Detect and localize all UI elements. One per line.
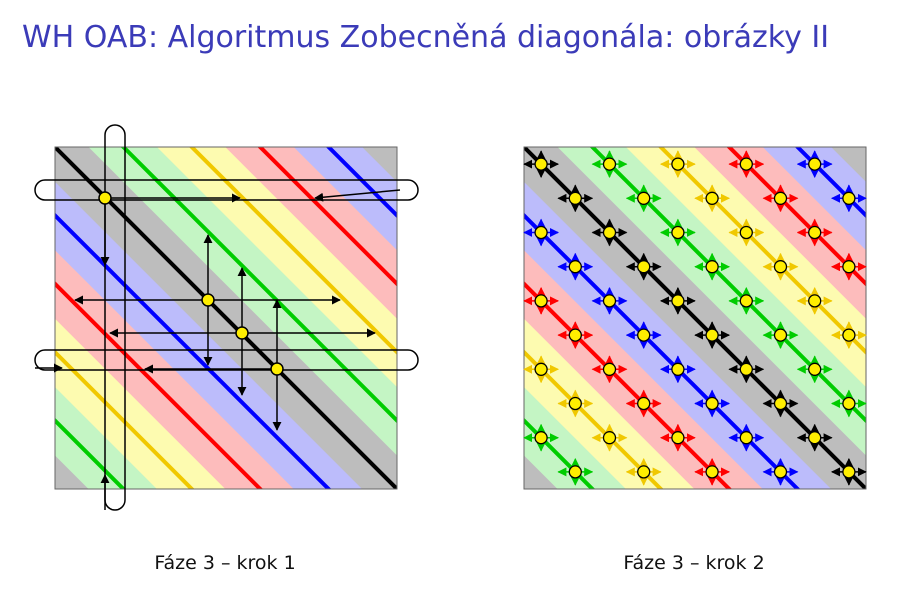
stripe-line	[524, 212, 801, 489]
node	[808, 362, 822, 376]
stripe-line	[589, 147, 866, 424]
node	[773, 191, 788, 205]
node	[568, 191, 582, 205]
node	[842, 465, 856, 479]
stripe-line	[55, 280, 264, 489]
stripe-line	[55, 212, 332, 489]
node	[842, 396, 856, 411]
node	[808, 431, 822, 445]
node	[671, 225, 685, 240]
node	[98, 191, 112, 205]
node	[705, 465, 719, 479]
node	[235, 326, 249, 340]
node	[739, 431, 753, 445]
node	[568, 328, 582, 342]
node	[534, 362, 548, 376]
node	[773, 396, 788, 411]
node	[808, 157, 822, 171]
node	[705, 191, 719, 205]
node	[773, 260, 788, 274]
node	[705, 328, 719, 342]
node	[568, 396, 582, 411]
node	[602, 294, 617, 308]
node	[671, 294, 685, 308]
node	[637, 396, 651, 411]
node	[739, 294, 753, 308]
slide-title: WH OAB: Algoritmus Zobecněná diagonála: …	[22, 20, 830, 55]
node	[534, 157, 548, 171]
node	[637, 260, 651, 274]
node	[739, 225, 753, 240]
node	[808, 294, 822, 308]
node	[808, 225, 822, 240]
node	[842, 328, 856, 342]
node	[637, 328, 651, 342]
node	[534, 294, 548, 308]
node	[201, 293, 215, 307]
caption: Fáze 3 – krok 1	[154, 552, 296, 574]
arrow	[314, 189, 401, 202]
node	[270, 362, 284, 376]
loop	[34, 349, 419, 371]
node	[705, 396, 719, 411]
node	[842, 260, 856, 274]
node	[842, 191, 856, 205]
stripe-line	[55, 147, 397, 489]
node	[568, 260, 582, 274]
node	[602, 225, 617, 240]
node	[671, 157, 685, 171]
node	[534, 225, 548, 240]
node	[602, 431, 617, 445]
node	[602, 157, 617, 171]
stripe-line	[524, 147, 866, 489]
node	[773, 465, 788, 479]
stripe-line	[657, 147, 866, 356]
node	[671, 362, 685, 376]
node	[671, 431, 685, 445]
loop	[104, 124, 126, 511]
node	[534, 431, 548, 445]
frame	[54, 146, 398, 490]
node	[739, 362, 753, 376]
frame	[523, 146, 867, 490]
node	[637, 465, 651, 479]
node	[602, 362, 617, 376]
node	[773, 328, 788, 342]
node	[568, 465, 582, 479]
caption: Fáze 3 – krok 2	[623, 552, 765, 574]
node	[739, 157, 753, 171]
node	[705, 260, 719, 274]
node	[637, 191, 651, 205]
loop	[34, 179, 419, 201]
